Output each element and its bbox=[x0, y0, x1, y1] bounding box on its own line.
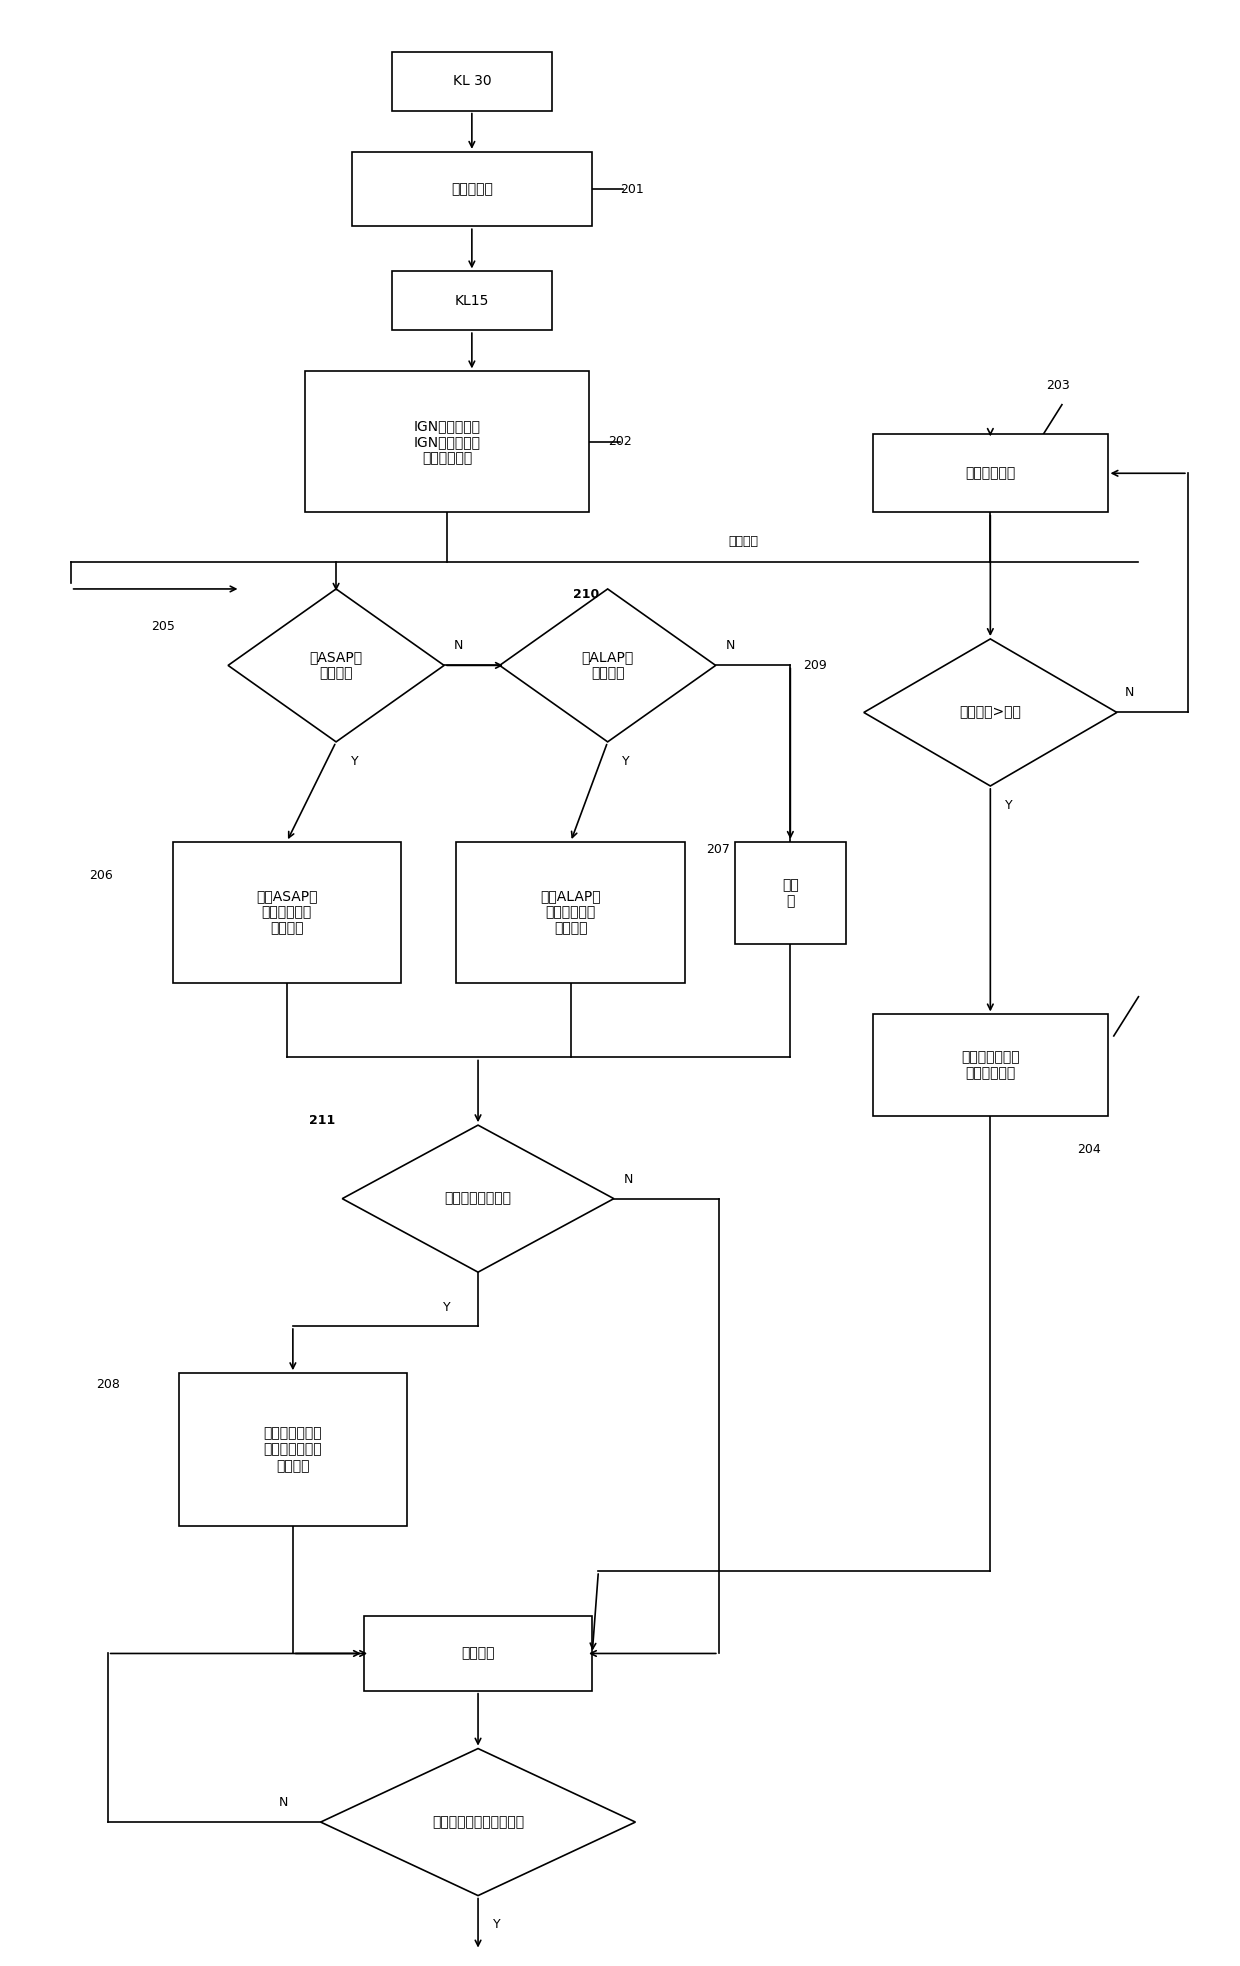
Text: 选择ALAP类
响应比最高任
务待执行: 选择ALAP类 响应比最高任 务待执行 bbox=[541, 889, 601, 936]
Polygon shape bbox=[228, 590, 444, 741]
Bar bbox=[363, 1616, 593, 1691]
Text: N: N bbox=[624, 1172, 634, 1185]
Text: 210: 210 bbox=[573, 588, 599, 602]
Text: 选择截止期错失
中响应比最高任
务待执行: 选择截止期错失 中响应比最高任 务待执行 bbox=[264, 1427, 322, 1473]
Text: N: N bbox=[454, 639, 464, 653]
Bar bbox=[305, 372, 589, 513]
Text: 执行任务: 执行任务 bbox=[461, 1646, 495, 1661]
Text: 中断计时: 中断计时 bbox=[728, 535, 759, 549]
Text: 外设初始化: 外设初始化 bbox=[451, 183, 492, 197]
Text: 208: 208 bbox=[97, 1378, 120, 1392]
Bar bbox=[179, 1372, 407, 1526]
Text: N: N bbox=[279, 1797, 289, 1809]
Polygon shape bbox=[342, 1125, 614, 1272]
Text: 201: 201 bbox=[620, 183, 644, 195]
Bar bbox=[392, 271, 552, 330]
Text: 204: 204 bbox=[1076, 1142, 1100, 1156]
Text: KL 30: KL 30 bbox=[453, 75, 491, 88]
Text: Y: Y bbox=[492, 1919, 501, 1931]
Text: 当前运行的任务执行结束: 当前运行的任务执行结束 bbox=[432, 1815, 525, 1828]
Text: N: N bbox=[725, 639, 735, 653]
Text: 有任务截止期错失: 有任务截止期错失 bbox=[444, 1191, 512, 1205]
Text: 205: 205 bbox=[151, 619, 175, 633]
Text: 207: 207 bbox=[707, 843, 730, 855]
Text: 211: 211 bbox=[309, 1113, 335, 1127]
Text: 周期计时>周期: 周期计时>周期 bbox=[960, 706, 1022, 720]
Text: Y: Y bbox=[622, 755, 630, 769]
Text: KL15: KL15 bbox=[455, 293, 489, 309]
Text: 空操
作: 空操 作 bbox=[782, 877, 799, 908]
Text: Y: Y bbox=[444, 1301, 451, 1313]
Text: Y: Y bbox=[351, 755, 358, 769]
Polygon shape bbox=[321, 1748, 635, 1895]
Text: 任务周期计时: 任务周期计时 bbox=[965, 466, 1016, 480]
Text: N: N bbox=[1125, 686, 1133, 700]
Text: 任务就绪并开始
等待时间计时: 任务就绪并开始 等待时间计时 bbox=[961, 1050, 1019, 1081]
Text: IGN初始化并把
IGN激活的任务
顺序执行一次: IGN初始化并把 IGN激活的任务 顺序执行一次 bbox=[414, 419, 481, 466]
Bar bbox=[351, 151, 593, 226]
Text: 203: 203 bbox=[1045, 379, 1070, 391]
Text: 206: 206 bbox=[89, 869, 113, 881]
Bar bbox=[735, 841, 846, 944]
Polygon shape bbox=[500, 590, 715, 741]
Bar bbox=[456, 841, 684, 983]
Text: 209: 209 bbox=[802, 659, 826, 672]
Bar bbox=[873, 434, 1107, 513]
Bar bbox=[172, 841, 401, 983]
Text: 有ALAP类
任务就绪: 有ALAP类 任务就绪 bbox=[582, 651, 634, 680]
Polygon shape bbox=[864, 639, 1117, 786]
Text: 202: 202 bbox=[608, 434, 631, 448]
Text: 选择ASAP类
响应比最高任
务待执行: 选择ASAP类 响应比最高任 务待执行 bbox=[255, 889, 317, 936]
Bar bbox=[392, 51, 552, 110]
Text: 有ASAP类
任务就绪: 有ASAP类 任务就绪 bbox=[310, 651, 362, 680]
Text: Y: Y bbox=[1006, 798, 1013, 812]
Bar bbox=[873, 1014, 1107, 1117]
